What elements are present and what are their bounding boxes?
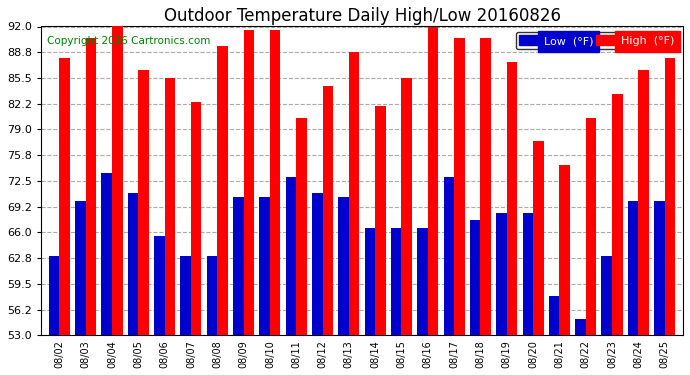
Bar: [128, 193, 138, 335]
Bar: [286, 177, 296, 335]
Bar: [654, 201, 664, 335]
Bar: [664, 58, 675, 335]
Bar: [338, 196, 349, 335]
Bar: [181, 256, 191, 335]
Bar: [154, 236, 165, 335]
Bar: [586, 117, 596, 335]
Bar: [496, 213, 506, 335]
Bar: [506, 62, 518, 335]
Bar: [233, 196, 244, 335]
Bar: [628, 201, 638, 335]
Bar: [575, 320, 586, 335]
Bar: [49, 256, 59, 335]
Bar: [101, 173, 112, 335]
Bar: [375, 106, 386, 335]
Bar: [138, 70, 149, 335]
Bar: [364, 228, 375, 335]
Bar: [480, 38, 491, 335]
Bar: [165, 78, 175, 335]
Bar: [417, 228, 428, 335]
Bar: [602, 256, 612, 335]
Text: Copyright 2016 Cartronics.com: Copyright 2016 Cartronics.com: [48, 36, 210, 46]
Bar: [638, 70, 649, 335]
Bar: [349, 52, 359, 335]
Bar: [470, 220, 480, 335]
Bar: [391, 228, 402, 335]
Legend: Low  (°F), High  (°F): Low (°F), High (°F): [515, 32, 678, 50]
Bar: [549, 296, 560, 335]
Bar: [533, 141, 544, 335]
Bar: [75, 201, 86, 335]
Bar: [207, 256, 217, 335]
Bar: [402, 78, 412, 335]
Bar: [612, 94, 622, 335]
Bar: [259, 196, 270, 335]
Title: Outdoor Temperature Daily High/Low 20160826: Outdoor Temperature Daily High/Low 20160…: [164, 7, 560, 25]
Bar: [312, 193, 322, 335]
Bar: [322, 86, 333, 335]
Bar: [444, 177, 454, 335]
Bar: [59, 58, 70, 335]
Bar: [522, 213, 533, 335]
Bar: [244, 30, 254, 335]
Bar: [270, 30, 280, 335]
Bar: [217, 46, 228, 335]
Bar: [454, 38, 464, 335]
Bar: [191, 102, 201, 335]
Bar: [560, 165, 570, 335]
Bar: [296, 117, 307, 335]
Bar: [86, 38, 96, 335]
Bar: [428, 27, 438, 335]
Bar: [112, 22, 123, 335]
